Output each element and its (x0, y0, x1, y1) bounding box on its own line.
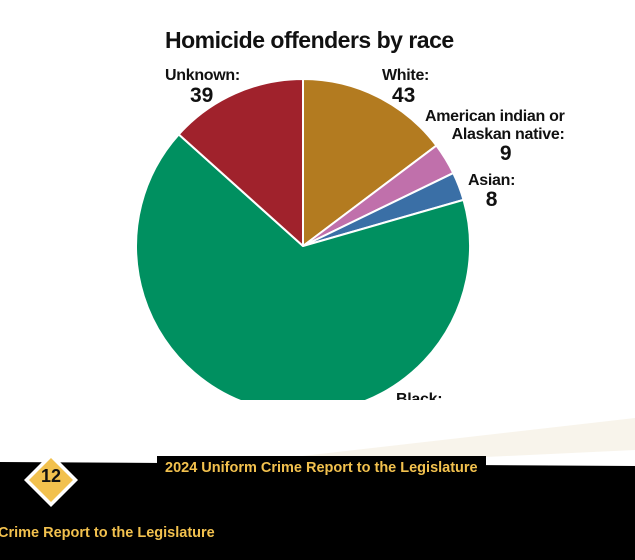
footer-cream-swoosh (250, 418, 635, 462)
badge-inner-diamond (29, 458, 73, 502)
slice-label-asian: Asian: 8 (468, 172, 516, 211)
slice-label-american-indian-line1: American indian or (425, 108, 565, 125)
slice-label-american-indian-line2: Alaskan native: (451, 125, 565, 143)
pie-slice-white (302, 78, 438, 247)
slice-label-white-value: 43 (392, 84, 416, 107)
pie-slice-unknown (177, 78, 304, 247)
slice-label-asian-value: 8 (485, 188, 498, 211)
slice-label-unknown-name: Unknown: (165, 67, 240, 84)
report-title-banner: 2024 Uniform Crime Report to the Legisla… (157, 456, 486, 481)
footer-running-text: Crime Report to the Legislature (0, 525, 215, 541)
slice-label-white: White: 43 (382, 67, 430, 107)
pie-chart (135, 78, 471, 414)
slice-label-white-name: White: (382, 67, 430, 84)
slice-label-unknown: Unknown: 39 (165, 67, 240, 107)
page-number: 12 (40, 466, 62, 486)
slice-label-american-indian: American indian or Alaskan native: 9 (425, 108, 565, 164)
page-number-badge-icon (24, 453, 78, 507)
footer-black-band (0, 462, 635, 560)
slice-label-asian-name: Asian: (468, 172, 516, 189)
slice-label-american-indian-value: 9 (499, 142, 512, 166)
slice-label-unknown-value: 39 (190, 84, 214, 107)
